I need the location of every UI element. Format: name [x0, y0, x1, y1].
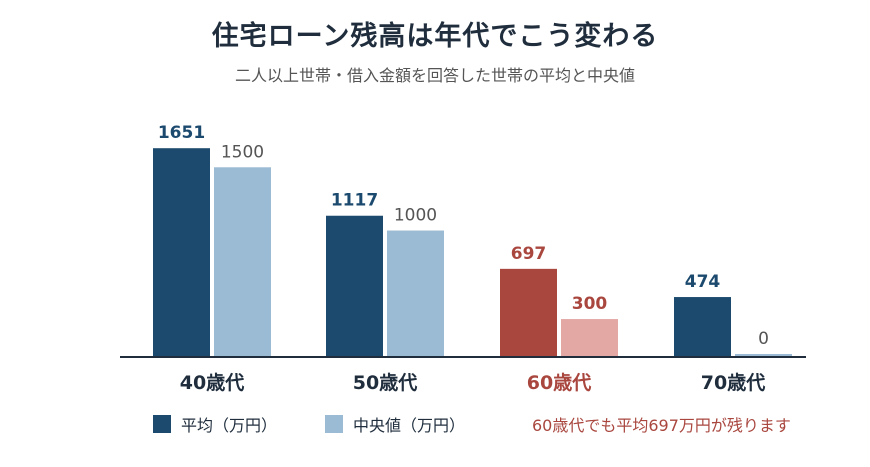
bar-average-2	[500, 268, 557, 357]
bar-median-1	[387, 230, 444, 357]
data-label-median-1: 1000	[394, 206, 437, 226]
legend-swatch-average	[153, 415, 171, 433]
data-label-average-1: 1117	[331, 191, 378, 211]
chart-subtitle: 二人以上世帯・借入金額を回答した世帯の平均と中央値	[234, 66, 635, 85]
category-label-2: 60歳代	[527, 372, 591, 394]
category-label-1: 50歳代	[353, 372, 417, 394]
bar-median-0	[214, 167, 271, 357]
data-label-average-0: 1651	[158, 123, 205, 143]
bar-median-3	[735, 354, 792, 357]
chart-title: 住宅ローン残高は年代でこう変わる	[211, 21, 659, 52]
legend-label-median: 中央値（万円）	[353, 416, 466, 435]
bar-median-2	[561, 319, 618, 357]
legend-item-average: 平均（万円）	[153, 412, 277, 436]
chart-annotation: 60歳代でも平均697万円が残ります	[532, 416, 791, 435]
data-label-average-2: 697	[511, 244, 547, 264]
data-label-median-0: 1500	[221, 142, 264, 162]
legend-item-median: 中央値（万円）	[325, 412, 465, 436]
category-label-0: 40歳代	[180, 372, 244, 394]
data-label-median-3: 0	[758, 329, 769, 349]
bar-average-1	[326, 215, 383, 357]
category-label-3: 70歳代	[701, 372, 765, 394]
legend-swatch-median	[325, 415, 343, 433]
bar-average-0	[153, 148, 210, 357]
bar-average-3	[674, 297, 731, 357]
data-label-average-3: 474	[685, 272, 721, 292]
legend-label-average: 平均（万円）	[181, 416, 278, 435]
data-label-median-2: 300	[572, 294, 608, 314]
